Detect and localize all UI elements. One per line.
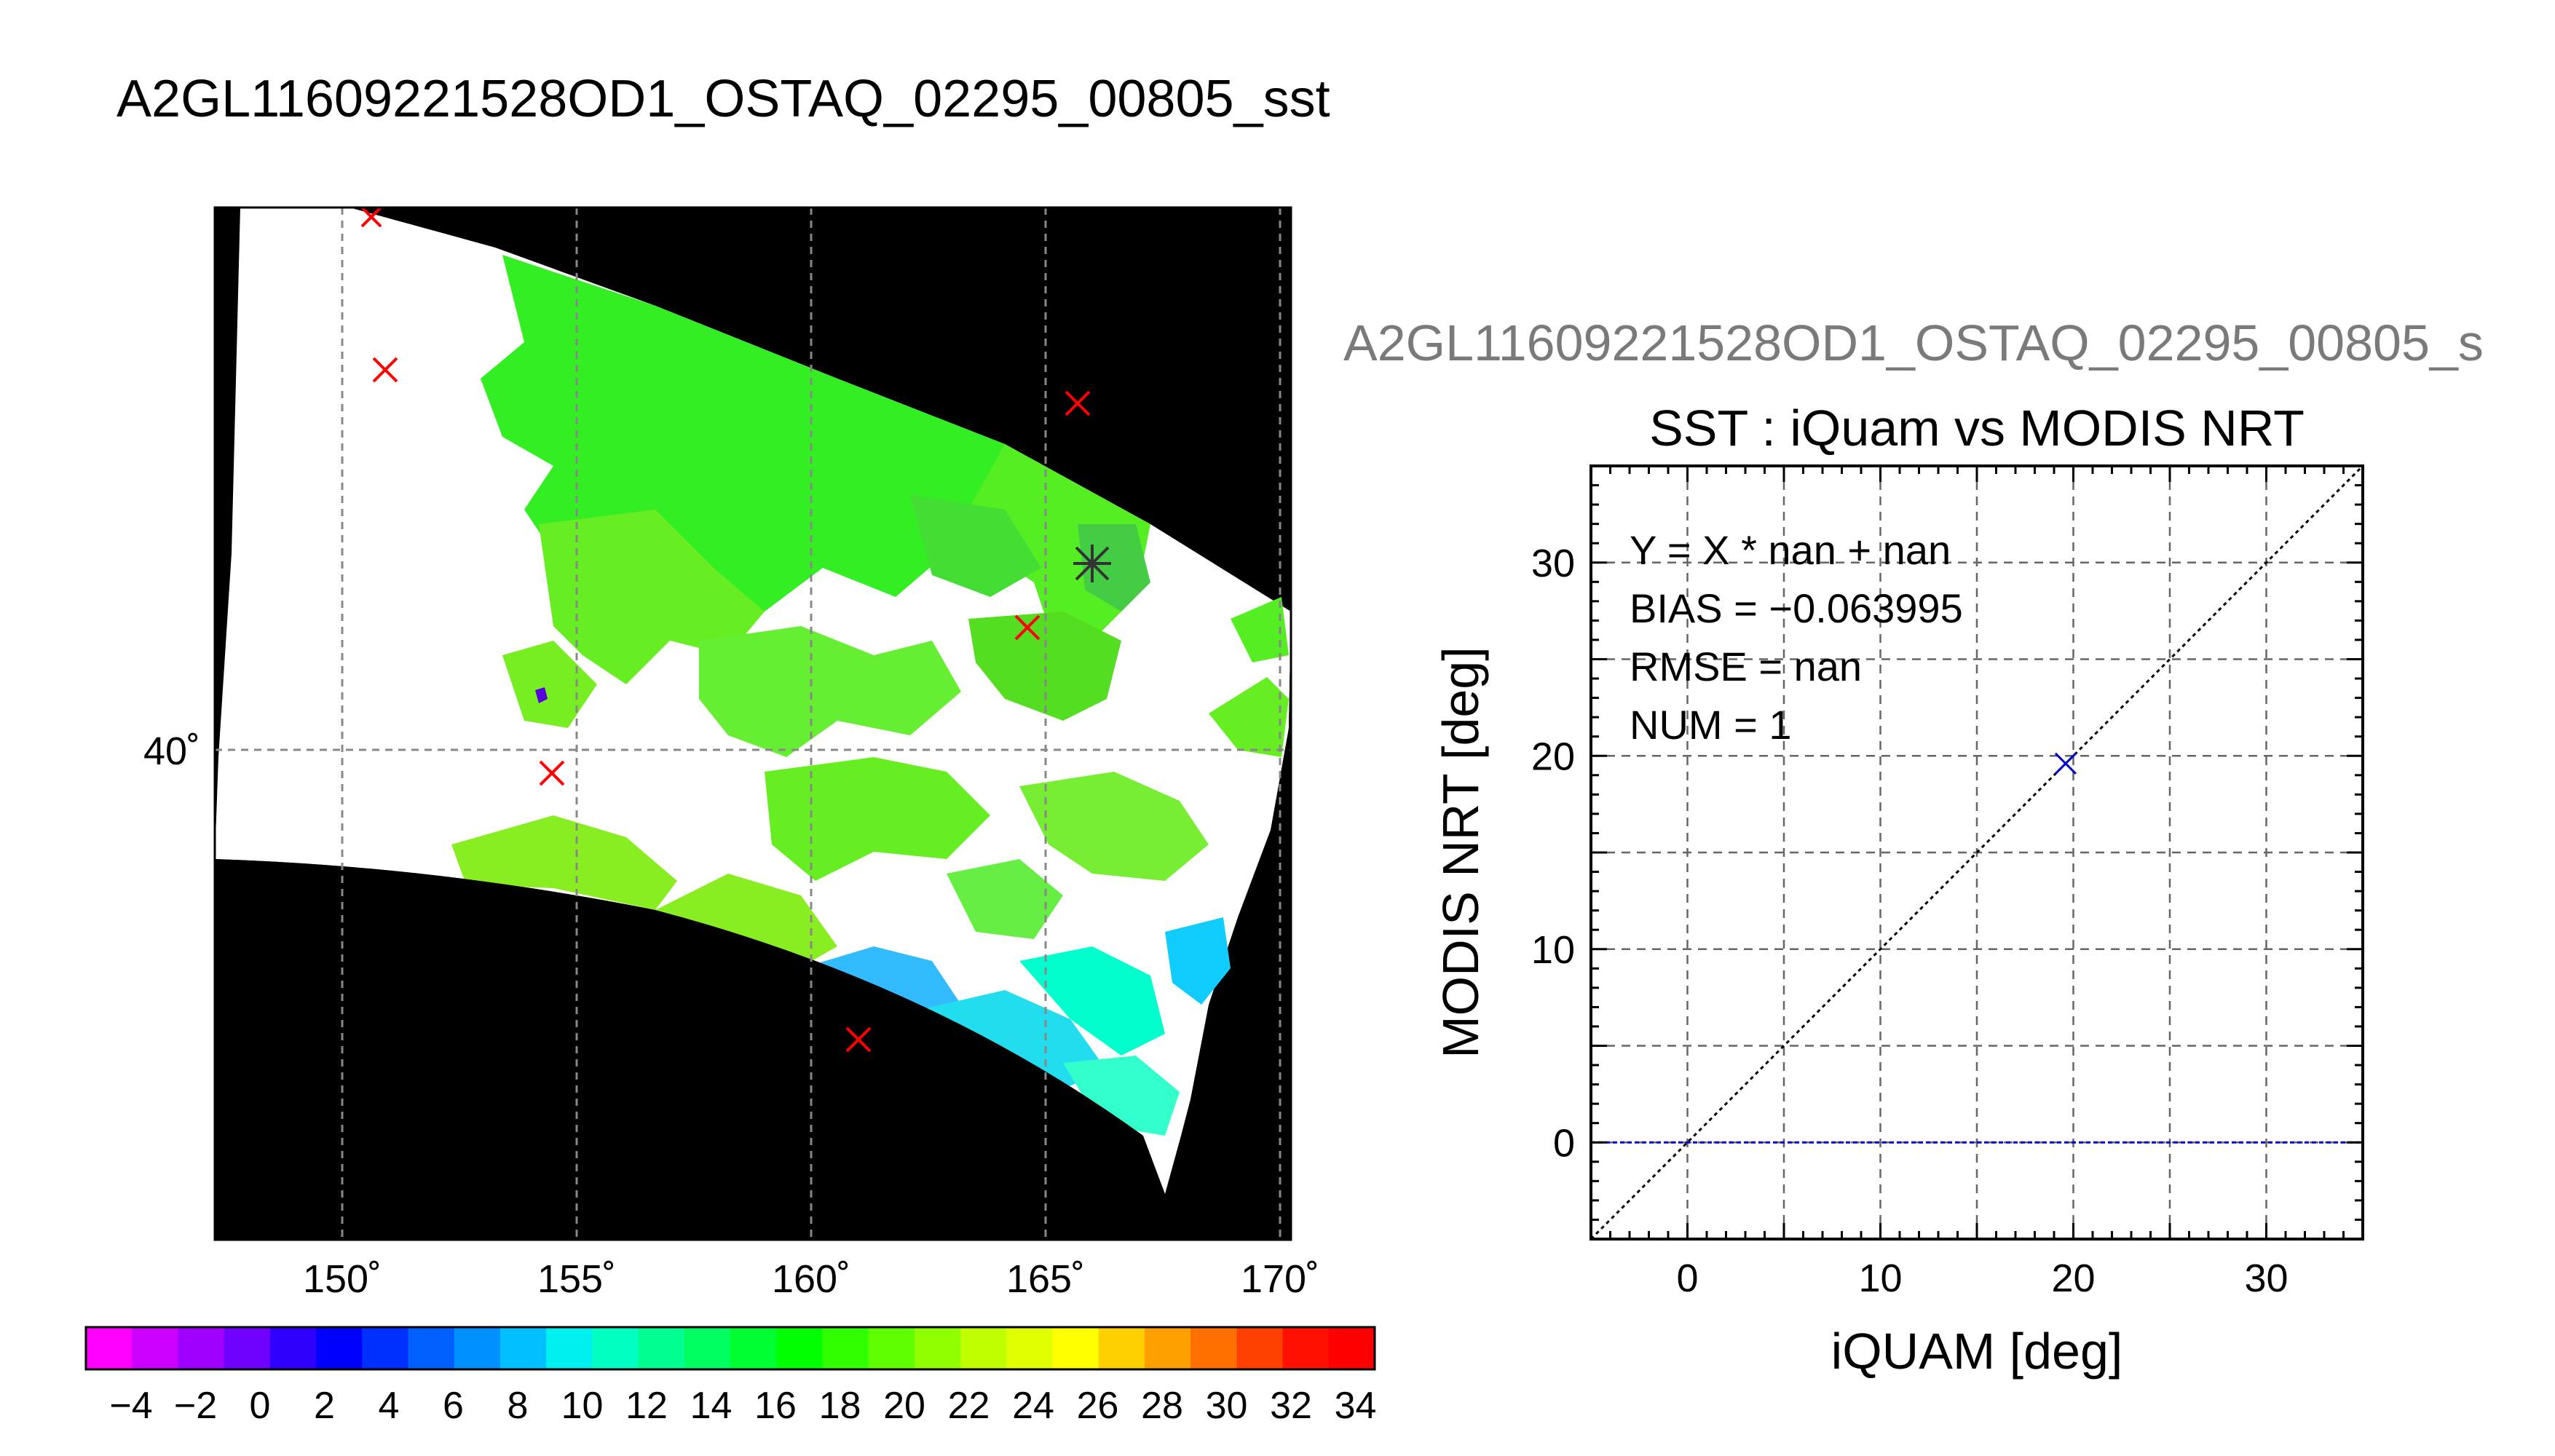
colorbar-tick-label: 4 [379,1385,400,1427]
colorbar-cell [776,1327,824,1369]
colorbar-cell [1098,1327,1145,1369]
matchup-marker [1014,614,1040,641]
colorbar-cell [408,1327,455,1369]
colorbar-cell [86,1327,133,1369]
scatter-title: SST : iQuam vs MODIS NRT [1649,400,2305,456]
stats-num: NUM = 1 [1630,702,1792,748]
colorbar-tick-label: 2 [314,1385,335,1427]
colorbar-tick-label: 8 [508,1385,529,1427]
colorbar-cell [1190,1327,1237,1369]
colorbar-cell [269,1327,317,1369]
colorbar: −4 −2 0 2 4 6 8 10 12 14 16 18 20 22 24 26 28 30 32 34 [84,1326,1377,1427]
lon-tick-label: 155˚ [537,1257,616,1301]
colorbar-tick-label: 6 [443,1385,464,1427]
scatter-point [2054,752,2077,775]
colorbar-tick-label: 16 [754,1385,797,1427]
colorbar-cell [546,1327,593,1369]
colorbar-cell [178,1327,225,1369]
colorbar-cell [1052,1327,1099,1369]
x-tick-label: 20 [2051,1257,2095,1300]
colorbar-cell [132,1327,179,1369]
colorbar-tick-label: 22 [948,1385,990,1427]
colorbar-tick-label: 28 [1141,1385,1183,1427]
matchup-marker [360,207,382,228]
colorbar-cell [914,1327,961,1369]
colorbar-tick-label: 14 [690,1385,732,1427]
colorbar-cell [638,1327,685,1369]
stats-bias: BIAS = −0.063995 [1630,585,1963,631]
x-tick-label: 0 [1676,1257,1698,1300]
x-tick-label: 30 [2244,1257,2288,1300]
lon-tick-label: 165˚ [1006,1257,1085,1301]
colorbar-cell [1236,1327,1284,1369]
colorbar-cell [822,1327,869,1369]
colorbar-tick-label: 20 [883,1385,925,1427]
scatter-panel: A2GL11609221528OD1_OSTAQ_02295_00805_s S… [1343,314,2484,1380]
colorbar-cell [362,1327,409,1369]
colorbar-tick-label: 30 [1206,1385,1248,1427]
colorbar-cell [960,1327,1007,1369]
colorbar-tick-label: −2 [174,1385,217,1427]
center-marker [1073,545,1111,582]
map-gridlines [215,207,1291,1240]
matchup-markers [360,207,1091,1053]
colorbar-cell [684,1327,731,1369]
colorbar-tick-label: 12 [625,1385,668,1427]
colorbar-tick-label: 26 [1077,1385,1119,1427]
colorbar-cell [499,1327,547,1369]
y-tick-label: 0 [1553,1121,1575,1165]
colorbar-tick-label: 34 [1335,1385,1377,1427]
matchup-marker [372,357,398,383]
colorbar-tick-label: 0 [250,1385,271,1427]
matchup-marker [845,1026,872,1053]
colorbar-tick-label: −4 [109,1385,152,1427]
y-tick-label: 20 [1531,735,1575,778]
colorbar-cell [868,1327,915,1369]
y-tick-label: 30 [1531,542,1575,585]
colorbar-tick-label: 10 [561,1385,604,1427]
sst-field [451,255,1289,1136]
stats-rmse: RMSE = nan [1630,644,1862,689]
y-tick-label: 10 [1531,928,1575,972]
y-axis-label: MODIS NRT [deg] [1432,646,1489,1058]
colorbar-cell [454,1327,501,1369]
lon-tick-label: 170˚ [1241,1257,1319,1301]
colorbar-cell [1282,1327,1330,1369]
colorbar-tick-label: 24 [1012,1385,1054,1427]
colorbar-tick-label: 32 [1270,1385,1312,1427]
colorbar-tick-label: 18 [819,1385,861,1427]
colorbar-cell [1328,1327,1375,1369]
colorbar-cell [224,1327,271,1369]
colorbar-cell [1144,1327,1191,1369]
matchup-marker [1065,390,1091,416]
colorbar-cell [592,1327,639,1369]
colorbar-cell [1006,1327,1054,1369]
one-to-one-line [1591,466,2363,1239]
colorbar-cell [316,1327,363,1369]
colorbar-cell [730,1327,777,1369]
figure-title: A2GL11609221528OD1_OSTAQ_02295_00805_sst [117,70,1330,128]
matchup-marker [539,760,565,786]
lon-tick-label: 160˚ [772,1257,850,1301]
stats-fit: Y = X * nan + nan [1630,527,1951,573]
lat-tick-label: 40˚ [143,729,200,773]
sst-map: 150˚ 155˚ 160˚ 165˚ 170˚ 40˚ [143,206,1319,1301]
x-tick-label: 10 [1858,1257,1902,1300]
scatter-subtitle: A2GL11609221528OD1_OSTAQ_02295_00805_s [1343,314,2484,371]
x-axis-label: iQUAM [deg] [1831,1323,2123,1380]
lon-tick-label: 150˚ [303,1257,382,1301]
